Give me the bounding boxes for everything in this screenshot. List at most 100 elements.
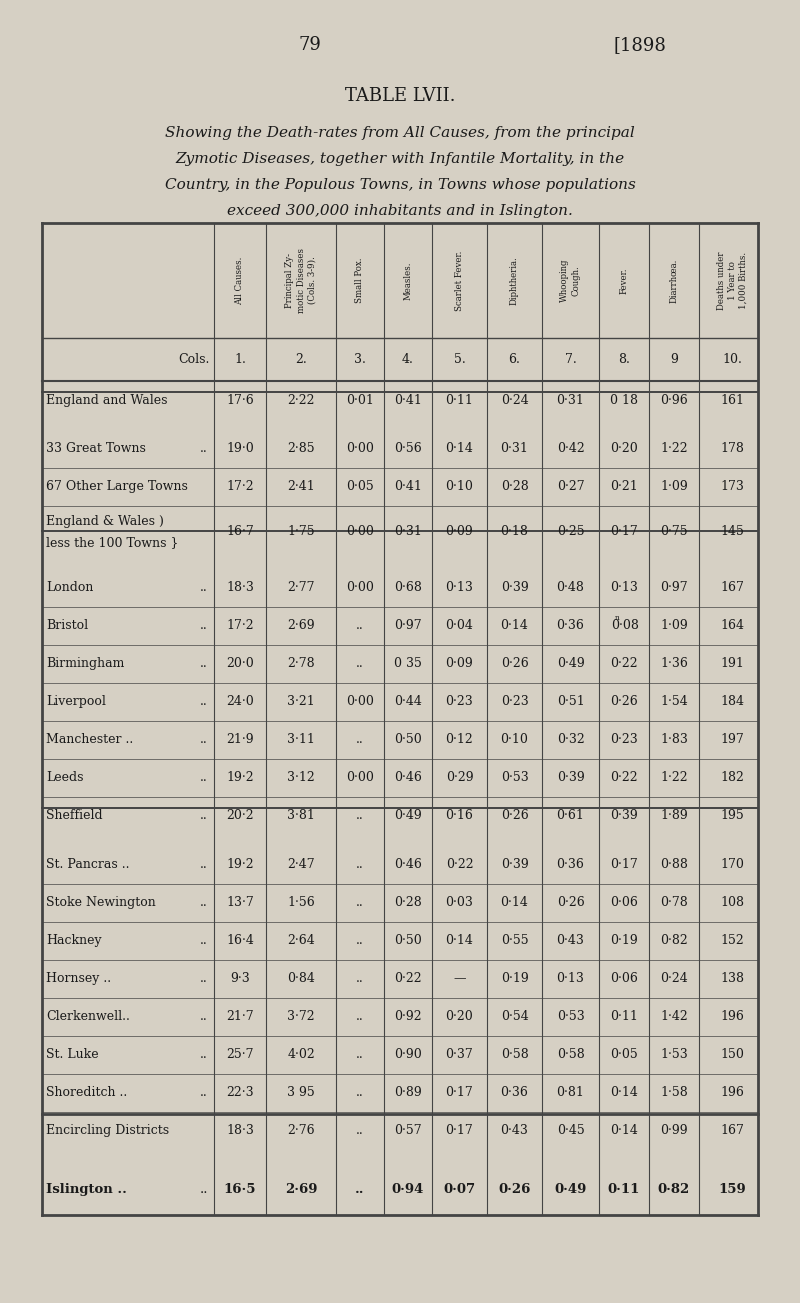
Text: Measles.: Measles. xyxy=(403,261,413,300)
Text: 1·36: 1·36 xyxy=(660,658,688,671)
Text: 164: 164 xyxy=(721,619,745,632)
Text: Liverpool: Liverpool xyxy=(46,696,106,709)
Text: Small Pox.: Small Pox. xyxy=(355,258,365,304)
Text: Leeds: Leeds xyxy=(46,771,83,784)
Text: 0·06: 0·06 xyxy=(610,972,638,985)
Text: 67 Other Large Towns: 67 Other Large Towns xyxy=(46,480,188,493)
Text: Whooping
Cough.: Whooping Cough. xyxy=(561,259,581,302)
Text: ..: .. xyxy=(356,1085,364,1098)
Text: 0·36: 0·36 xyxy=(501,1085,529,1098)
Text: 0·53: 0·53 xyxy=(557,1010,584,1023)
Text: 108: 108 xyxy=(721,896,745,909)
Text: ..: .. xyxy=(199,1183,208,1196)
Text: 0·68: 0·68 xyxy=(394,581,422,594)
Text: 0·22: 0·22 xyxy=(446,857,474,870)
Text: ..: .. xyxy=(200,442,208,455)
Text: 0·39: 0·39 xyxy=(501,581,528,594)
Text: 0·44: 0·44 xyxy=(394,696,422,709)
Text: Shoreditch ..: Shoreditch .. xyxy=(46,1085,127,1098)
Text: 0·05: 0·05 xyxy=(346,480,374,493)
Text: 0·09: 0·09 xyxy=(446,525,474,538)
Text: All Causes.: All Causes. xyxy=(235,257,245,305)
Text: 0·46: 0·46 xyxy=(394,857,422,870)
Text: 0·13: 0·13 xyxy=(610,581,638,594)
Text: 16·4: 16·4 xyxy=(226,934,254,947)
Text: 138: 138 xyxy=(721,972,745,985)
Text: 0·11: 0·11 xyxy=(446,394,474,407)
Text: 1·89: 1·89 xyxy=(660,809,688,822)
Text: 33 Great Towns: 33 Great Towns xyxy=(46,442,146,455)
Text: 0·17: 0·17 xyxy=(446,1124,474,1138)
Text: 18·3: 18·3 xyxy=(226,581,254,594)
Text: 1·42: 1·42 xyxy=(660,1010,688,1023)
Text: 21·7: 21·7 xyxy=(226,1010,254,1023)
Text: 0·50: 0·50 xyxy=(394,934,422,947)
Text: 0·41: 0·41 xyxy=(394,394,422,407)
Text: 150: 150 xyxy=(721,1048,745,1061)
Text: 0·06: 0·06 xyxy=(610,896,638,909)
Text: 167: 167 xyxy=(721,581,745,594)
Text: 8.: 8. xyxy=(618,353,630,366)
Text: 0·21: 0·21 xyxy=(610,480,638,493)
Text: 0·28: 0·28 xyxy=(501,480,528,493)
Text: 0·92: 0·92 xyxy=(394,1010,422,1023)
Text: 5.: 5. xyxy=(454,353,466,366)
Text: Country, in the Populous Towns, in Towns whose populations: Country, in the Populous Towns, in Towns… xyxy=(165,179,635,192)
Text: 1·54: 1·54 xyxy=(660,696,688,709)
Text: 17·6: 17·6 xyxy=(226,394,254,407)
Text: 0·37: 0·37 xyxy=(446,1048,474,1061)
Text: 0·26: 0·26 xyxy=(501,658,528,671)
Text: 1·53: 1·53 xyxy=(660,1048,688,1061)
Text: 2·22: 2·22 xyxy=(287,394,314,407)
Text: 0·39: 0·39 xyxy=(557,771,584,784)
Text: 0·31: 0·31 xyxy=(501,442,529,455)
Text: 17·2: 17·2 xyxy=(226,619,254,632)
Text: 4.: 4. xyxy=(402,353,414,366)
Text: 0·26: 0·26 xyxy=(498,1183,530,1196)
Text: Birmingham: Birmingham xyxy=(46,658,124,671)
Text: 0 18: 0 18 xyxy=(610,394,638,407)
Text: 0·13: 0·13 xyxy=(557,972,585,985)
Text: 3.: 3. xyxy=(354,353,366,366)
Text: 4·02: 4·02 xyxy=(287,1048,315,1061)
Text: 161: 161 xyxy=(721,394,745,407)
Text: 0·14: 0·14 xyxy=(446,442,474,455)
Text: less the 100 Towns }: less the 100 Towns } xyxy=(46,536,178,549)
Text: ..: .. xyxy=(200,619,208,632)
Text: London: London xyxy=(46,581,94,594)
Text: ..: .. xyxy=(200,1010,208,1023)
Text: 0·03: 0·03 xyxy=(446,896,474,909)
Text: 0·39: 0·39 xyxy=(501,857,528,870)
Text: 0·23: 0·23 xyxy=(501,696,528,709)
Text: 145: 145 xyxy=(721,525,745,538)
Text: 0·14: 0·14 xyxy=(501,896,529,909)
Text: ..: .. xyxy=(200,1085,208,1098)
Text: ..: .. xyxy=(200,658,208,671)
Text: ..: .. xyxy=(200,857,208,870)
Text: 0·81: 0·81 xyxy=(557,1085,585,1098)
Text: 0·08: 0·08 xyxy=(611,619,639,632)
Text: 1·09: 1·09 xyxy=(660,480,688,493)
Text: 195: 195 xyxy=(721,809,744,822)
Text: 0·75: 0·75 xyxy=(660,525,688,538)
Text: 0·05: 0·05 xyxy=(610,1048,638,1061)
Text: 1·22: 1·22 xyxy=(660,771,688,784)
Text: 0·00: 0·00 xyxy=(346,696,374,709)
Text: England & Wales ): England & Wales ) xyxy=(46,515,164,528)
Text: ..: .. xyxy=(355,1183,365,1196)
Text: 0·48: 0·48 xyxy=(557,581,585,594)
Text: 0·57: 0·57 xyxy=(394,1124,422,1138)
Text: 0·11: 0·11 xyxy=(610,1010,638,1023)
Text: ..: .. xyxy=(200,809,208,822)
Text: 0·61: 0·61 xyxy=(557,809,585,822)
Text: 1·09: 1·09 xyxy=(660,619,688,632)
Text: ..: .. xyxy=(356,619,364,632)
Text: 0·26: 0·26 xyxy=(501,809,528,822)
Text: 0·12: 0·12 xyxy=(446,734,474,747)
Text: 0·55: 0·55 xyxy=(501,934,528,947)
Text: Hornsey ..: Hornsey .. xyxy=(46,972,111,985)
Text: —: — xyxy=(454,972,466,985)
Text: 1·56: 1·56 xyxy=(287,896,315,909)
Text: 2·69: 2·69 xyxy=(285,1183,318,1196)
Text: 0·10: 0·10 xyxy=(446,480,474,493)
